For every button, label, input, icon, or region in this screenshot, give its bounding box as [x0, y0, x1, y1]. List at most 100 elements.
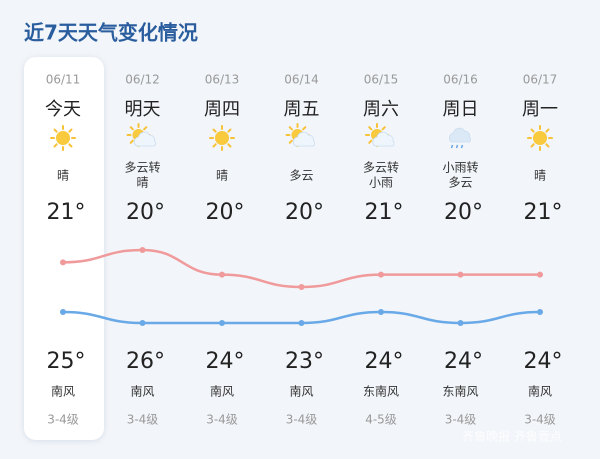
low-temp: 21°	[365, 200, 404, 225]
sun-disc	[56, 131, 70, 145]
sun-ray	[545, 128, 550, 133]
day-name: 周五	[284, 99, 320, 120]
high-temp-point	[457, 271, 464, 278]
low-temp-point	[139, 320, 146, 326]
condition: 小雨转	[442, 160, 478, 175]
sun-ray	[368, 126, 373, 131]
low-temp: 20°	[126, 200, 165, 225]
date: 06/16	[443, 73, 478, 87]
wind: 南风	[210, 384, 234, 399]
wind: 南风	[130, 384, 154, 399]
sun-ray	[68, 128, 73, 133]
high-temp-point	[139, 247, 146, 253]
sun-ray	[545, 143, 550, 148]
condition: 多云	[448, 176, 472, 190]
cloud-icon	[292, 131, 315, 147]
high-temp: 24°	[206, 349, 245, 374]
today-card	[24, 57, 104, 440]
low-temp-point	[219, 320, 225, 326]
rain-drop	[450, 144, 454, 149]
rain-drop	[455, 144, 459, 149]
high-temp: 23°	[285, 349, 324, 374]
sun-ray	[129, 126, 134, 131]
low-temp-point	[60, 309, 66, 315]
high-temp: 24°	[524, 349, 563, 374]
date: 06/14	[284, 73, 319, 87]
watermark: 齐鲁晚报 齐鲁壹点	[462, 429, 562, 444]
low-temp-point	[537, 309, 543, 315]
wind: 南风	[528, 384, 552, 399]
low-temp: 21°	[524, 200, 563, 225]
high-temp: 26°	[126, 349, 165, 374]
wind: 南风	[51, 384, 75, 399]
sun-ray	[53, 128, 58, 133]
low-temp: 20°	[444, 200, 483, 225]
high-temp: 25°	[47, 349, 86, 374]
sun-ray	[129, 139, 134, 144]
wind: 东南风	[363, 384, 399, 399]
sun-ray	[68, 143, 73, 148]
sun-ray	[227, 128, 232, 133]
sun-icon	[527, 125, 553, 151]
day-name: 周四	[204, 99, 240, 120]
condition: 晴	[136, 176, 148, 190]
date: 06/12	[125, 73, 160, 87]
cloud-icon	[448, 127, 471, 143]
wind-level: 3-4级	[206, 413, 238, 427]
rain-drop	[460, 144, 464, 149]
sun-icon	[209, 125, 235, 151]
wind-level: 4-5级	[365, 413, 397, 427]
sun-ray	[53, 143, 58, 148]
day-name: 明天	[125, 99, 161, 120]
condition: 晴	[57, 169, 69, 183]
title: 近7天天气变化情况	[24, 21, 198, 45]
cloud-icon	[133, 131, 156, 147]
sun-icon	[50, 125, 76, 151]
day-name: 周日	[443, 99, 479, 120]
high-temp-point	[537, 271, 543, 278]
low-temp: 21°	[47, 200, 86, 225]
high-temp-point	[298, 284, 305, 290]
condition: 多云转	[124, 160, 160, 175]
sun-ray	[288, 126, 293, 131]
cloud-icon	[372, 131, 395, 147]
high-temp-point	[60, 259, 66, 266]
condition: 晴	[216, 169, 228, 183]
date: 06/13	[205, 73, 240, 87]
low-temp: 20°	[206, 200, 245, 225]
sun-ray	[530, 128, 535, 133]
day-name: 周六	[363, 99, 399, 120]
wind-level: 3-4级	[445, 413, 477, 427]
condition: 多云	[289, 169, 313, 183]
sun-disc	[533, 131, 547, 145]
sun-ray	[143, 126, 148, 131]
wind-level: 3-4级	[47, 413, 79, 427]
sun-ray	[302, 126, 307, 131]
high-temp-point	[378, 271, 384, 278]
sun-ray	[212, 143, 217, 148]
low-temp: 20°	[285, 200, 324, 225]
high-temp-point	[219, 271, 225, 278]
wind: 南风	[289, 384, 313, 399]
low-temp-point	[378, 309, 384, 315]
high-temp: 24°	[365, 349, 404, 374]
day-name: 今天	[45, 99, 81, 120]
date: 06/15	[364, 73, 399, 87]
low-temp-point	[457, 320, 464, 326]
condition: 小雨	[369, 176, 393, 190]
day-name: 周一	[522, 99, 558, 120]
wind: 东南风	[442, 384, 478, 399]
date: 06/17	[523, 73, 558, 87]
wind-level: 3-4级	[286, 413, 318, 427]
sun-ray	[530, 143, 535, 148]
wind-level: 3-4级	[524, 413, 556, 427]
date: 06/11	[46, 73, 81, 87]
sun-ray	[212, 128, 217, 133]
sun-disc	[215, 131, 229, 145]
low-temp-point	[298, 320, 305, 326]
sun-ray	[227, 143, 232, 148]
wind-level: 3-4级	[127, 413, 159, 427]
sun-ray	[368, 139, 373, 144]
condition: 晴	[534, 169, 546, 183]
